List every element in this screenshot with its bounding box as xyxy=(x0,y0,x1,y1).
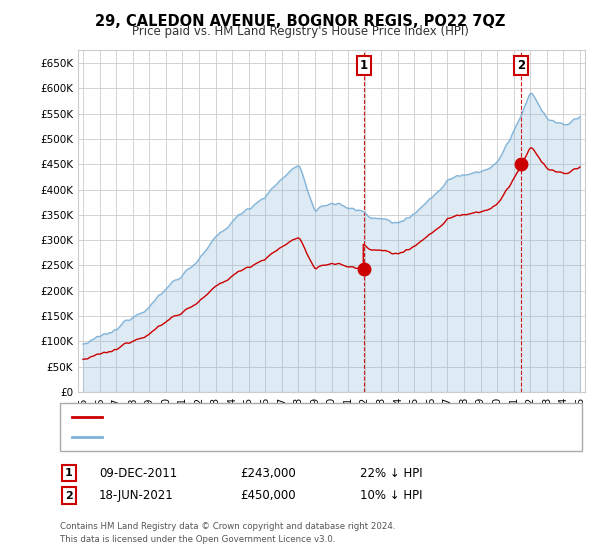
Text: 1: 1 xyxy=(359,59,368,72)
Text: 18-JUN-2021: 18-JUN-2021 xyxy=(99,489,174,502)
Text: Price paid vs. HM Land Registry's House Price Index (HPI): Price paid vs. HM Land Registry's House … xyxy=(131,25,469,38)
Text: £243,000: £243,000 xyxy=(240,466,296,480)
Text: 09-DEC-2011: 09-DEC-2011 xyxy=(99,466,177,480)
Text: 1: 1 xyxy=(65,468,73,478)
Text: Contains HM Land Registry data © Crown copyright and database right 2024.
This d: Contains HM Land Registry data © Crown c… xyxy=(60,522,395,544)
Text: 2: 2 xyxy=(65,491,73,501)
Text: 10% ↓ HPI: 10% ↓ HPI xyxy=(360,489,422,502)
Text: £450,000: £450,000 xyxy=(240,489,296,502)
Text: 29, CALEDON AVENUE, BOGNOR REGIS, PO22 7QZ: 29, CALEDON AVENUE, BOGNOR REGIS, PO22 7… xyxy=(95,14,505,29)
Text: 29, CALEDON AVENUE, BOGNOR REGIS, PO22 7QZ (detached house): 29, CALEDON AVENUE, BOGNOR REGIS, PO22 7… xyxy=(108,412,466,422)
Text: 22% ↓ HPI: 22% ↓ HPI xyxy=(360,466,422,480)
Text: 2: 2 xyxy=(517,59,526,72)
Text: HPI: Average price, detached house, Arun: HPI: Average price, detached house, Arun xyxy=(108,432,326,442)
